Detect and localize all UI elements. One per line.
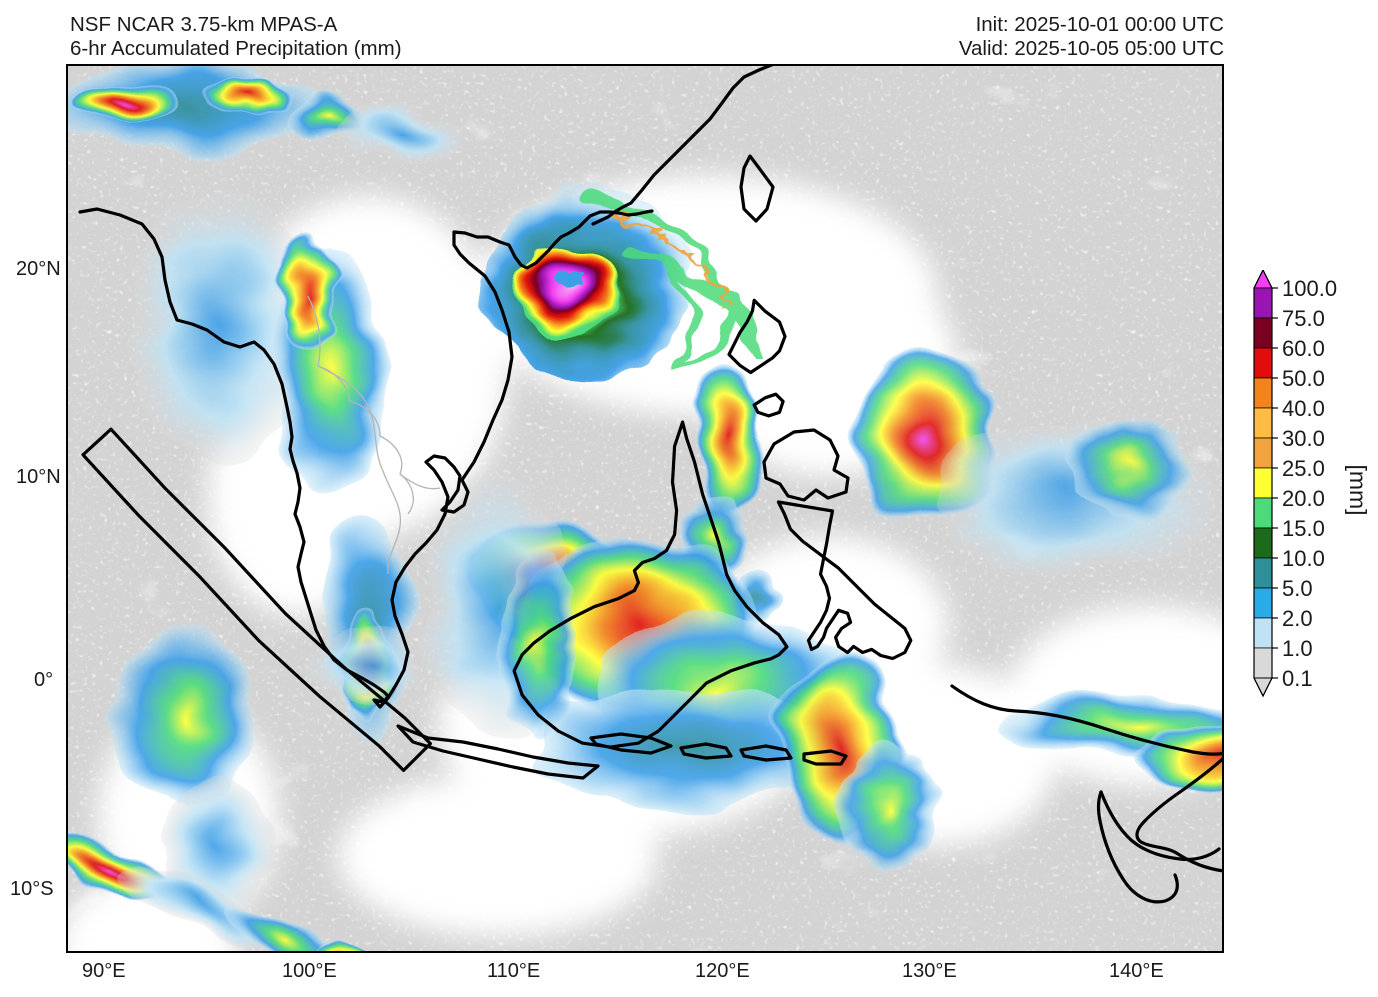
svg-text:[mm]: [mm] xyxy=(1345,464,1370,515)
svg-text:30.0: 30.0 xyxy=(1282,426,1325,451)
svg-text:60.0: 60.0 xyxy=(1282,336,1325,361)
svg-text:50.0: 50.0 xyxy=(1282,366,1325,391)
svg-text:10.0: 10.0 xyxy=(1282,546,1325,571)
svg-text:20.0: 20.0 xyxy=(1282,486,1325,511)
svg-text:2.0: 2.0 xyxy=(1282,606,1313,631)
svg-text:15.0: 15.0 xyxy=(1282,516,1325,541)
svg-text:40.0: 40.0 xyxy=(1282,396,1325,421)
svg-text:75.0: 75.0 xyxy=(1282,306,1325,331)
svg-text:0.1: 0.1 xyxy=(1282,666,1313,691)
svg-text:5.0: 5.0 xyxy=(1282,576,1313,601)
svg-text:100.0: 100.0 xyxy=(1282,276,1337,301)
svg-text:25.0: 25.0 xyxy=(1282,456,1325,481)
svg-text:1.0: 1.0 xyxy=(1282,636,1313,661)
